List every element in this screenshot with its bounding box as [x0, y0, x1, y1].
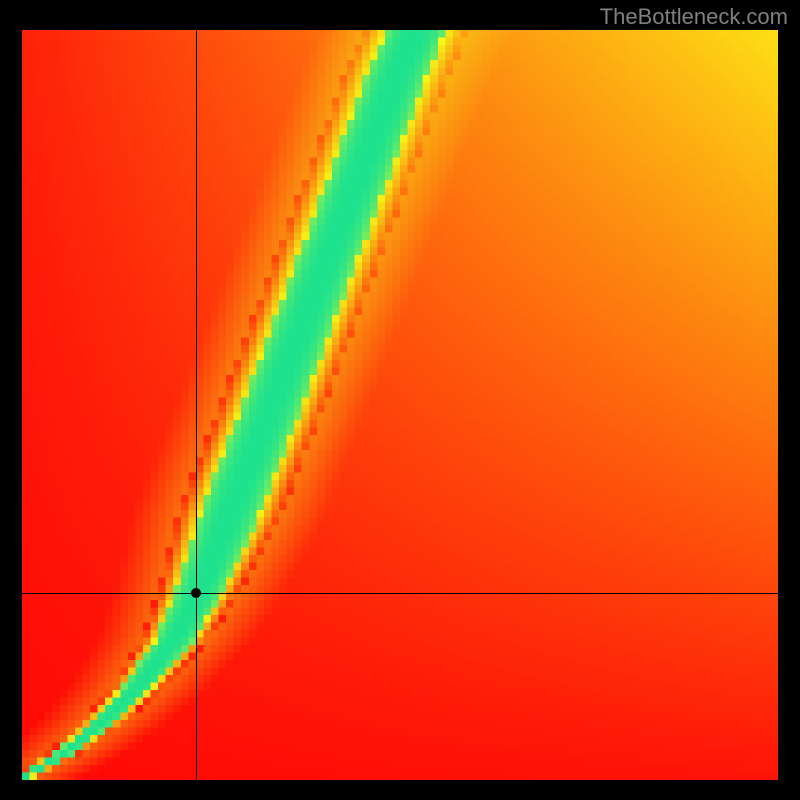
watermark-text: TheBottleneck.com: [600, 4, 788, 30]
marker-dot: [191, 588, 201, 598]
crosshair-vertical: [196, 30, 197, 780]
heatmap-plot: [22, 30, 778, 780]
heatmap-canvas: [22, 30, 778, 780]
crosshair-horizontal: [22, 593, 778, 594]
chart-frame: TheBottleneck.com: [0, 0, 800, 800]
